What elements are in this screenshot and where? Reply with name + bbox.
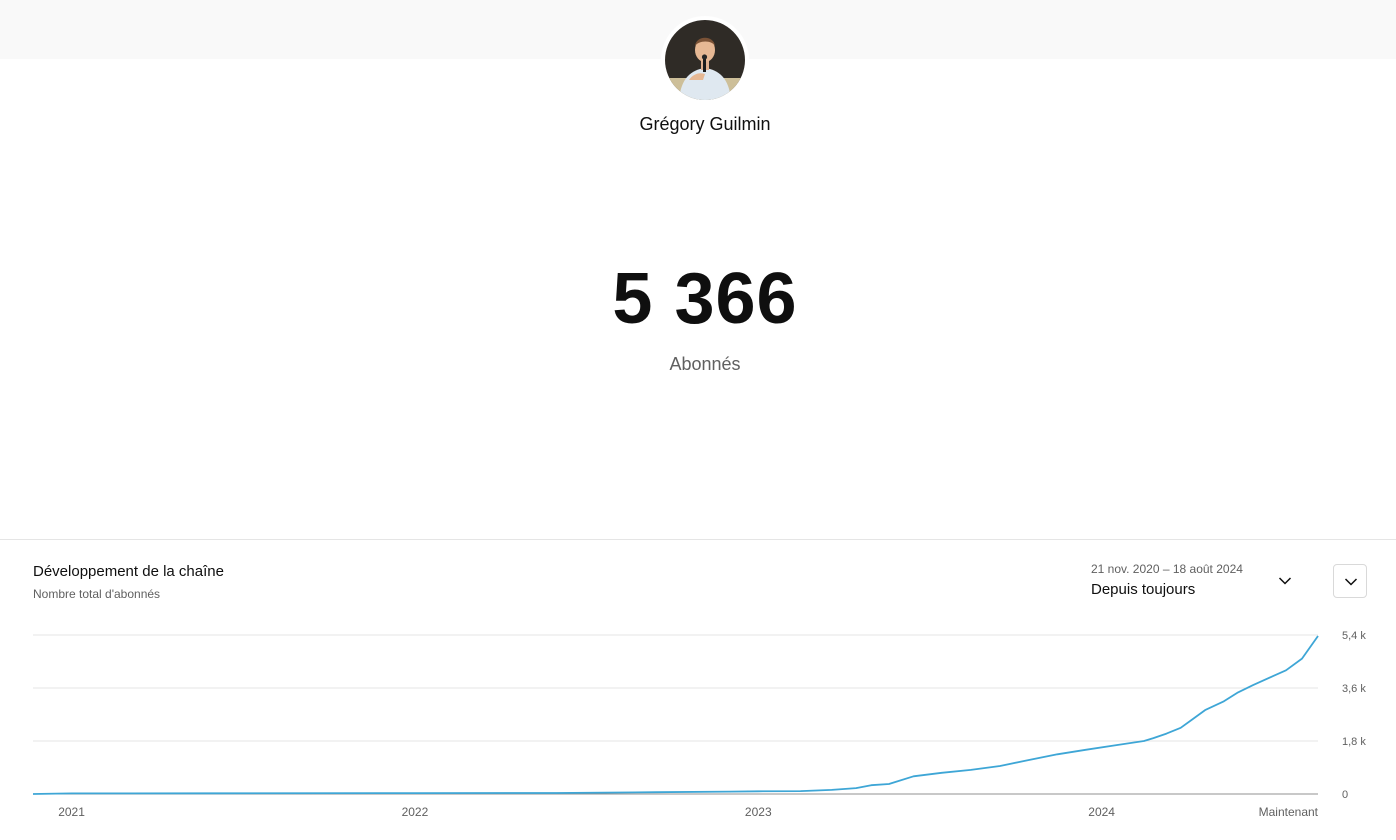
subscriber-label: Abonnés bbox=[669, 354, 741, 374]
x-tick-label: 2023 bbox=[745, 805, 772, 819]
y-tick-label: 5,4 k bbox=[1342, 630, 1366, 642]
avatar-photo bbox=[665, 20, 745, 100]
date-range-text: 21 nov. 2020 – 18 août 2024 bbox=[1091, 562, 1243, 576]
y-tick-label: 1,8 k bbox=[1342, 736, 1366, 748]
section-divider bbox=[0, 539, 1396, 540]
channel-avatar[interactable] bbox=[661, 16, 749, 104]
chevron-down-icon bbox=[1278, 577, 1292, 585]
series-line-subscribers bbox=[32, 635, 1319, 795]
period-label: Depuis toujours bbox=[1091, 581, 1196, 598]
date-range-dropdown[interactable]: 21 nov. 2020 – 18 août 2024 Depuis toujo… bbox=[1085, 556, 1307, 604]
expand-card-button[interactable] bbox=[1333, 564, 1367, 598]
y-tick-label: 0 bbox=[1342, 789, 1348, 801]
x-tick-label: Maintenant bbox=[1259, 805, 1319, 819]
x-tick-label: 2024 bbox=[1088, 805, 1115, 819]
subscriber-growth-chart: 0 1,8 k 3,6 k 5,4 k 2021 2022 2023 2024 Maintena… bbox=[32, 630, 1366, 819]
card-subtitle: Nombre total d'abonnés bbox=[33, 587, 161, 601]
x-tick-label: 2022 bbox=[402, 805, 429, 819]
channel-name: Grégory Guilmin bbox=[639, 114, 771, 134]
x-tick-label: 2021 bbox=[58, 805, 85, 819]
card-title: Développement de la chaîne bbox=[33, 563, 224, 580]
y-tick-label: 3,6 k bbox=[1342, 683, 1366, 695]
subscriber-count: 5 366 bbox=[612, 259, 798, 339]
chevron-down-icon bbox=[1344, 578, 1358, 586]
